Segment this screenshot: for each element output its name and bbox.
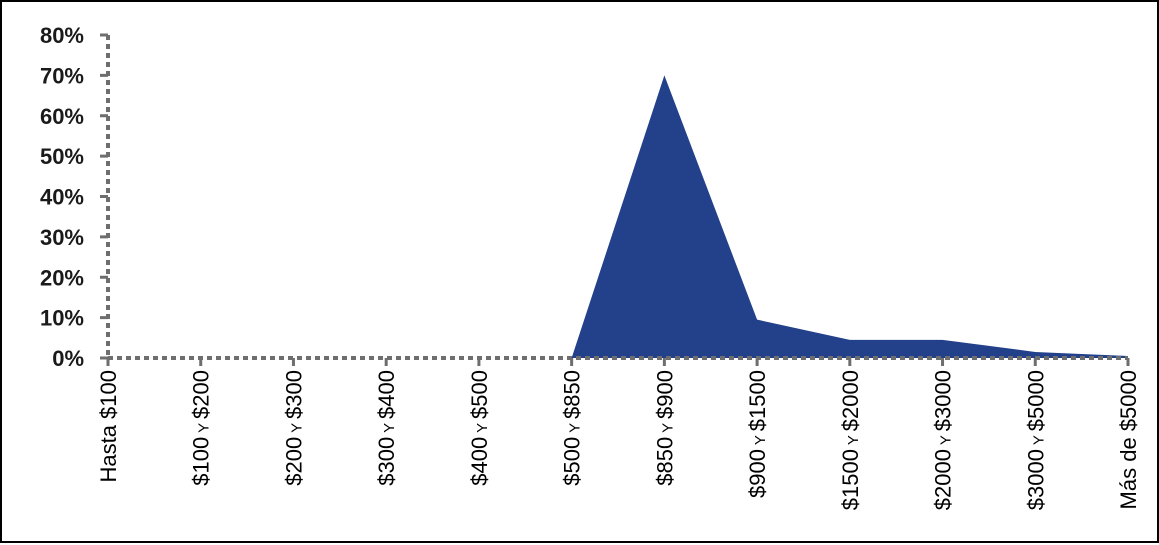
y-tick-label: 0%: [52, 346, 84, 371]
data-area: [108, 75, 1128, 358]
x-tick-label: $1500 Y $2000: [838, 370, 863, 510]
x-tick-labels: Hasta $100 $100 Y $200 $200 Y $300 $300 Y $…: [96, 358, 1141, 510]
x-tick-label: $100 Y $200: [189, 370, 214, 486]
x-tick-label: $850 Y $900: [652, 370, 677, 486]
x-tick-label: Hasta $100: [96, 370, 121, 483]
x-tick-label: $400 Y $500: [467, 370, 492, 486]
y-tick-label: 40%: [40, 185, 84, 210]
y-tick-label: 30%: [40, 225, 84, 250]
y-tick-label: 20%: [40, 265, 84, 290]
x-tick-label: $2000 Y $3000: [931, 370, 956, 510]
x-tick-label: $500 Y $850: [560, 370, 585, 486]
x-tick-label: Más de $5000: [1116, 370, 1141, 509]
y-tick-label: 60%: [40, 104, 84, 129]
x-tick-label: $300 Y $400: [374, 370, 399, 486]
x-tick-label: $900 Y $1500: [745, 370, 770, 498]
x-tick-label: $200 Y $300: [281, 370, 306, 486]
y-tick-labels: 0% 10% 20% 30% 40% 50% 60% 70% 80%: [40, 23, 108, 371]
x-tick-label: $3000 Y $5000: [1023, 370, 1048, 510]
y-tick-label: 10%: [40, 306, 84, 331]
y-tick-label: 80%: [40, 23, 84, 48]
y-tick-label: 50%: [40, 144, 84, 169]
y-tick-label: 70%: [40, 63, 84, 88]
area-layer: [108, 75, 1128, 358]
